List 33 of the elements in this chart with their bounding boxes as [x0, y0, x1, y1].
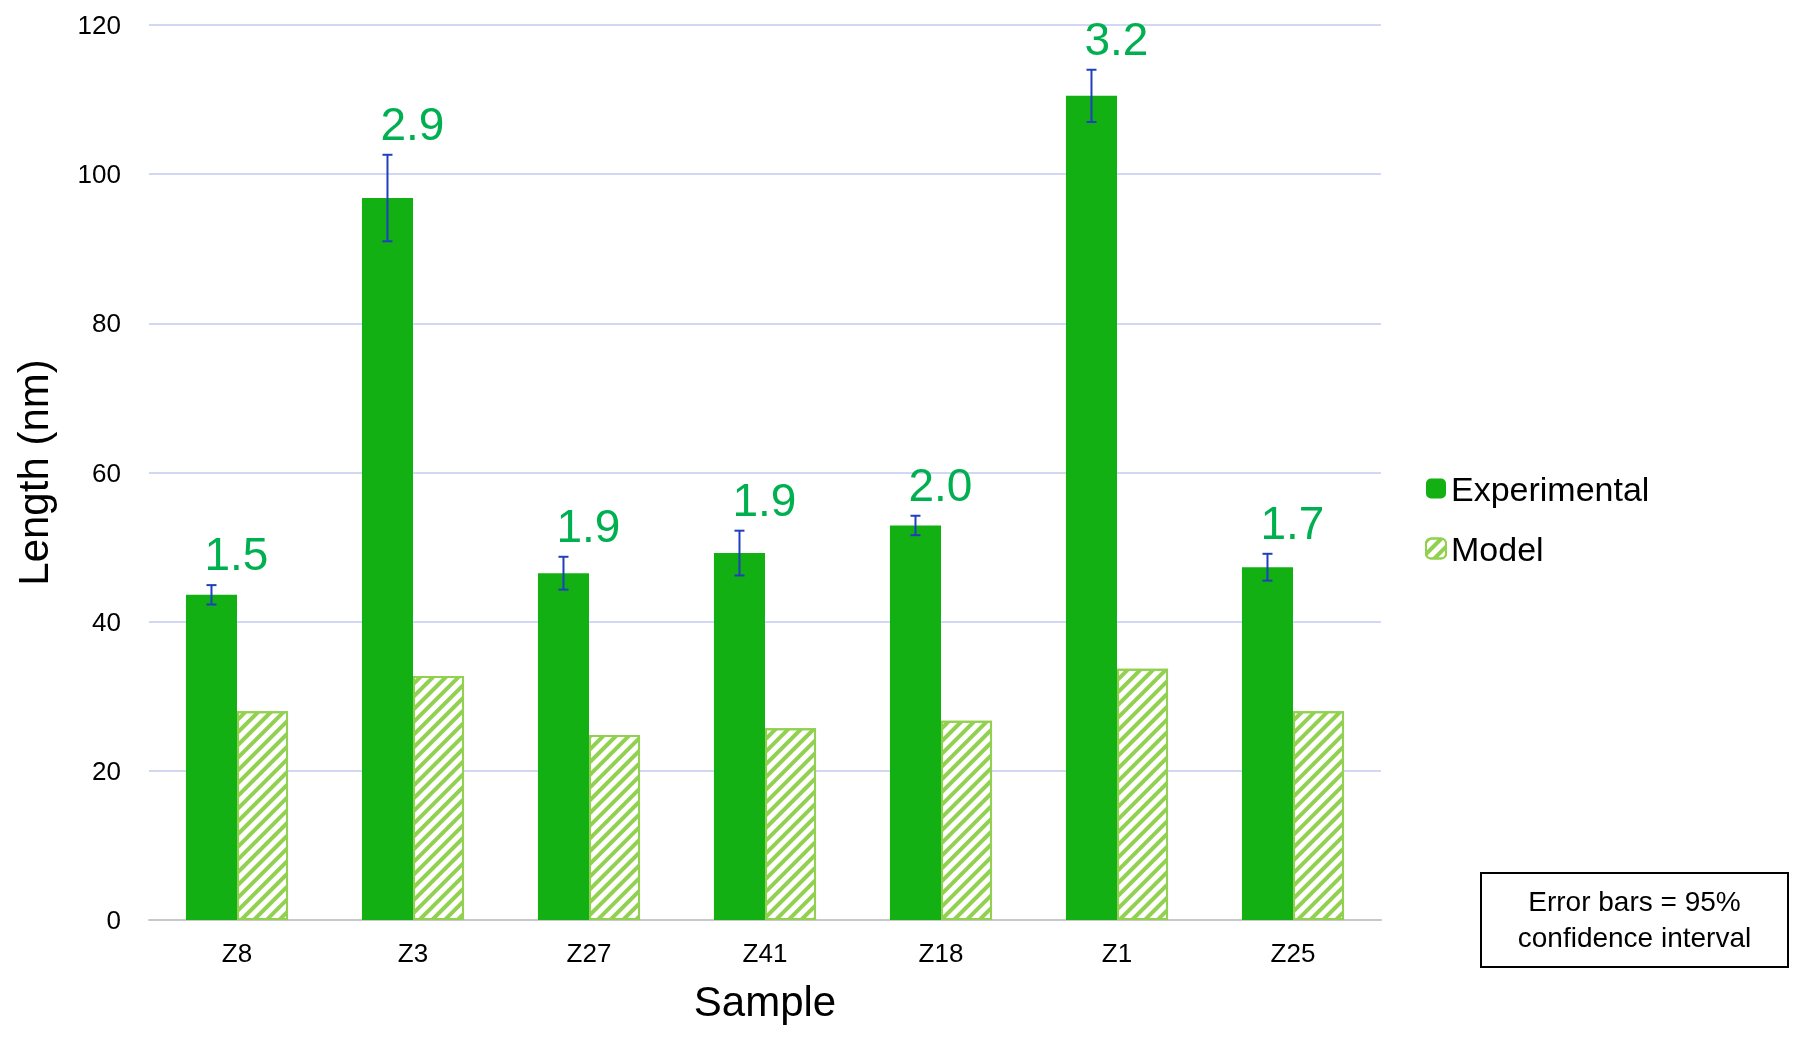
bar — [361, 198, 413, 920]
x-tick-label: Z27 — [566, 938, 612, 968]
y-tick-label: 80 — [92, 308, 121, 339]
y-tick-label: 100 — [77, 159, 121, 190]
x-tick-label: Z25 — [1270, 938, 1316, 968]
bar — [713, 553, 765, 920]
y-tick-label: 0 — [106, 905, 121, 935]
bar — [537, 573, 589, 920]
bar — [1065, 95, 1117, 920]
bar — [185, 594, 237, 920]
y-tick-label: 120 — [77, 10, 121, 40]
annotation: 1.7 — [1260, 496, 1325, 549]
bar — [1241, 567, 1293, 920]
y-tick-label: 60 — [92, 457, 121, 488]
y-axis-title: Length (nm) — [9, 359, 57, 586]
y-tick-label: 20 — [92, 755, 121, 786]
annotation: 3.2 — [1084, 12, 1149, 65]
x-tick-label: Z3 — [397, 938, 429, 968]
x-axis-title: Sample — [693, 977, 837, 1025]
legend-label: Experimental — [1451, 469, 1650, 508]
y-tick-label: 40 — [92, 606, 121, 637]
x-tick-label: Z41 — [742, 938, 788, 968]
annotation: 1.5 — [204, 528, 269, 581]
x-tick-label: Z18 — [918, 938, 964, 968]
annotation: 1.9 — [732, 473, 797, 526]
annotation: 2.9 — [380, 97, 445, 150]
x-tick-label: Z1 — [1101, 938, 1133, 968]
bar — [889, 525, 941, 920]
annotation: 1.9 — [556, 499, 621, 552]
annotation: 2.0 — [908, 458, 973, 511]
note-box: Error bars = 95% confidence interval — [1480, 872, 1789, 968]
legend-label: Model — [1451, 529, 1544, 568]
x-tick-label: Z8 — [221, 938, 253, 968]
